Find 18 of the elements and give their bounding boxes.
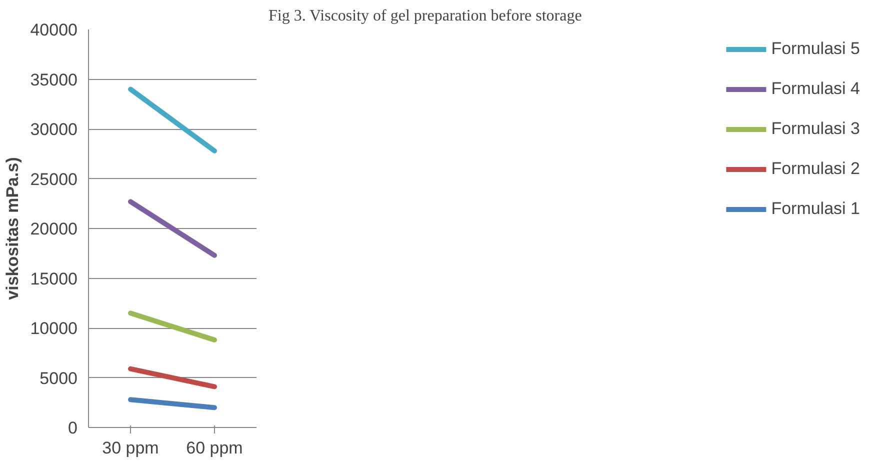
y-tick-label: 10000 xyxy=(30,319,78,338)
x-tick-label: 30 ppm xyxy=(102,438,159,458)
y-tick-label: 5000 xyxy=(40,368,78,388)
y-tick-label: 40000 xyxy=(30,20,78,40)
y-tick-label: 30000 xyxy=(30,120,78,139)
legend-label: Formulasi 2 xyxy=(771,159,860,179)
y-tick-label: 20000 xyxy=(30,220,78,238)
y-tick-label: 0 xyxy=(68,418,78,438)
text: Fig 3. Viscosity of gel preparation before storage xyxy=(268,8,582,24)
y-axis-title: viskositas mPa.s) xyxy=(3,157,22,300)
legend-label: Formulasi 3 xyxy=(771,119,860,139)
y-tick-label: 15000 xyxy=(30,269,78,288)
y-tick-label: 25000 xyxy=(30,170,78,189)
legend-label: Formulasi 5 xyxy=(771,39,860,59)
legend-label: Formulasi 4 xyxy=(771,79,860,99)
x-tick-label: 60 ppm xyxy=(186,438,243,458)
legend-label: Formulasi 1 xyxy=(771,199,860,219)
y-tick-label: 35000 xyxy=(30,70,78,90)
